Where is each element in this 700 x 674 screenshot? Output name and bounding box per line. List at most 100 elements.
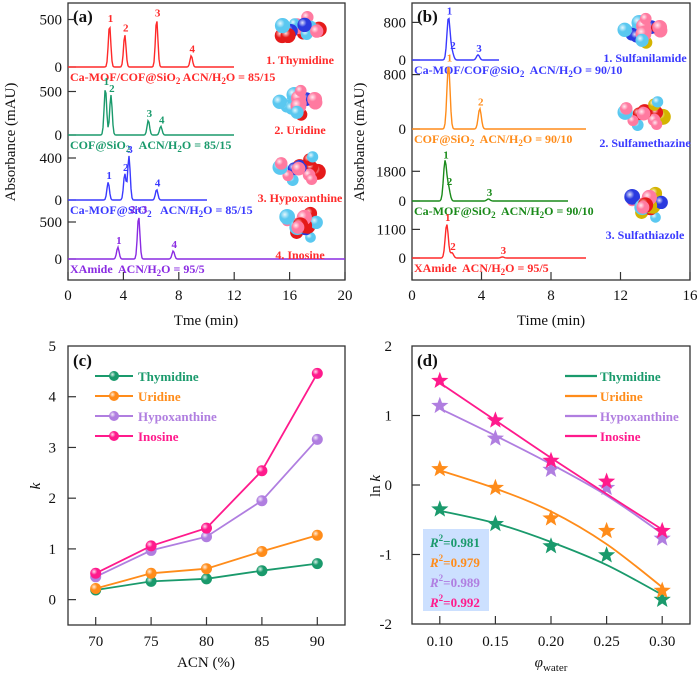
data-point-star <box>598 546 616 563</box>
data-point-highlight <box>311 433 323 445</box>
y-axis-label: k <box>28 482 44 489</box>
data-point-star <box>542 451 560 468</box>
chromatogram-line <box>68 217 345 260</box>
legend-label: Thymidine <box>138 369 199 384</box>
subscript: 2 <box>540 210 545 220</box>
data-point-highlight <box>90 582 102 594</box>
data-point-star <box>431 371 449 388</box>
data-point-star <box>653 529 671 546</box>
label-part: Ca-MOF/COF@SiO <box>414 63 520 77</box>
data-point-star <box>598 472 616 489</box>
x-axis-label-subscript: water <box>543 662 568 674</box>
y-tick-label: 1800 <box>376 164 406 180</box>
atom-highlight <box>294 84 307 97</box>
trace-label: XAmide ACN/H2O = 95/5 <box>414 261 549 277</box>
peak-label: 1 <box>447 6 453 18</box>
y-tick-label: 3 <box>49 440 57 456</box>
atom-highlight <box>652 19 668 35</box>
atom-highlight <box>309 215 323 230</box>
peak-label: 4 <box>159 114 165 126</box>
atom-highlight <box>306 151 319 163</box>
y-tick-label: 2 <box>49 491 57 507</box>
peak-label: 2 <box>123 162 129 174</box>
subscript: 2 <box>147 209 152 219</box>
atom-highlight <box>291 161 306 176</box>
x-axis-label: φwater <box>535 655 568 674</box>
x-axis-label: Time (min) <box>517 313 585 329</box>
y-tick-label: 2 <box>385 339 393 355</box>
data-point-highlight <box>145 540 157 552</box>
y-tick-label: 800 <box>384 68 407 84</box>
x-tick-label: 4 <box>120 288 128 304</box>
molecule-label: 2. Sulfamethazine <box>599 136 691 150</box>
data-point-star <box>598 521 616 539</box>
subscript: 2 <box>518 138 523 148</box>
trace-label: Ca-MOF/COF@SiO2 ACN/H2O = 90/10 <box>414 63 622 79</box>
peak-label: 2 <box>450 40 456 52</box>
label-part: COF@SiO <box>70 138 126 152</box>
legend-label: Uridine <box>600 389 643 404</box>
atom-highlight <box>651 96 664 108</box>
data-point-highlight <box>201 563 212 575</box>
r2-symbol: R <box>429 595 439 610</box>
peak-label: 2 <box>123 23 129 35</box>
r2-superscript: 2 <box>439 593 444 603</box>
y-tick-label: 500 <box>40 215 63 231</box>
chromatogram-line <box>412 66 586 130</box>
data-point-highlight <box>145 575 157 587</box>
legend-label: Hypoxanthine <box>600 409 679 424</box>
r2-box <box>423 529 489 611</box>
x-axis-label: ACN (%) <box>177 655 235 671</box>
series-inosine <box>431 371 671 539</box>
subscript: 2 <box>199 209 204 219</box>
label-part: ACN/H <box>152 203 200 217</box>
atom-highlight <box>274 18 291 34</box>
peak-label: 2 <box>450 241 456 253</box>
legend-item: Hypoxanthine <box>95 409 217 424</box>
atom-highlight <box>297 17 312 33</box>
x-tick-label: 16 <box>282 288 298 304</box>
y-tick-label: 0 <box>399 122 407 138</box>
r2-number: =0.981 <box>443 535 480 550</box>
molecule-model: 3. Hypoxanthine <box>258 151 343 205</box>
x-tick-label: 12 <box>227 288 242 304</box>
data-point-highlight <box>201 573 212 585</box>
label-part: O = 95/5 <box>505 261 549 275</box>
x-tick-label: 20 <box>338 288 353 304</box>
r2-symbol: R <box>429 575 439 590</box>
subscript: 2 <box>176 76 181 86</box>
molecule-model: 1. Sulfanilamide <box>603 12 687 65</box>
peak-label: 1 <box>443 149 449 161</box>
label-part: Ca-MOF@SiO <box>414 204 491 218</box>
subscript: 2 <box>157 268 162 278</box>
y-tick-label: 0 <box>399 251 407 267</box>
y-tick-label: 0 <box>399 53 407 69</box>
x-tick-label: 8 <box>175 288 183 304</box>
molecule-model: 1. Thymidine <box>266 11 335 67</box>
panel-c: (c) 0 1 2 3 4 5 70 75 80 85 90 Thymidine Uridine Hyp… <box>28 339 346 671</box>
r2-superscript: 2 <box>439 573 444 583</box>
y-axis-label: Absorbance (mAU) <box>352 83 368 202</box>
data-point-highlight <box>90 567 102 579</box>
atom-highlight <box>290 105 304 119</box>
peak-label: 1 <box>106 170 112 182</box>
peak-label: 3 <box>501 245 507 257</box>
label-part: Ca-MOF@SiO <box>70 203 147 217</box>
x-tick-label: 8 <box>547 288 555 304</box>
panel-label: (c) <box>73 351 92 370</box>
data-point-star <box>653 521 671 539</box>
y-tick-label: 4 <box>49 390 57 406</box>
legend-label: Hypoxanthine <box>138 409 217 424</box>
y-tick-label: -2 <box>380 617 393 633</box>
panel-label: (b) <box>417 7 438 26</box>
series-inosine <box>90 367 323 579</box>
peak-label: 1 <box>445 212 451 224</box>
x-tick-label: 0.25 <box>593 634 619 650</box>
x-tick-label: 16 <box>683 288 699 304</box>
data-point-star <box>486 429 504 446</box>
